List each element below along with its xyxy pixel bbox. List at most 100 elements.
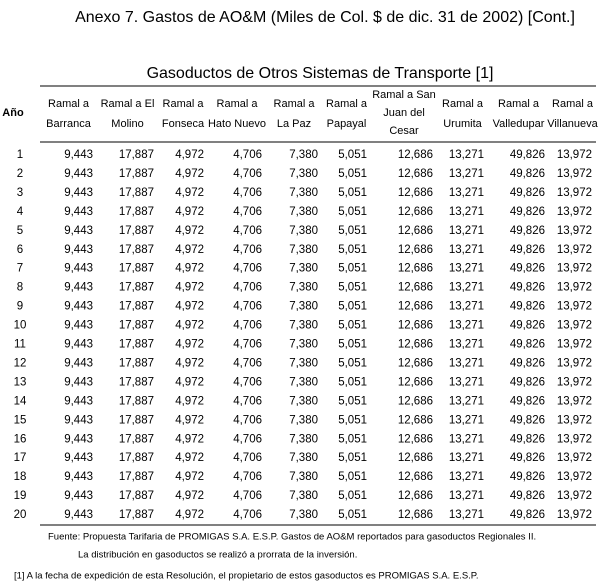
year-cell: 14 <box>14 395 27 407</box>
value-cell: 7,380 <box>289 301 318 313</box>
value-cell: 12,686 <box>398 433 433 445</box>
value-cell: 9,443 <box>64 339 93 351</box>
value-cell: 49,826 <box>510 471 545 483</box>
value-cell: 13,271 <box>449 244 484 256</box>
value-cell: 13,972 <box>557 490 592 502</box>
value-cell: 13,972 <box>557 395 592 407</box>
value-cell: 9,443 <box>64 282 93 294</box>
value-cell: 13,972 <box>557 320 592 332</box>
value-cell: 4,972 <box>175 357 204 369</box>
value-cell: 4,972 <box>175 395 204 407</box>
value-cell: 4,706 <box>233 414 262 426</box>
value-cell: 13,271 <box>449 471 484 483</box>
value-cell: 7,380 <box>289 149 318 161</box>
column-header: Ramal a <box>498 98 540 110</box>
value-cell: 4,972 <box>175 282 204 294</box>
value-cell: 49,826 <box>510 206 545 218</box>
year-cell: 5 <box>17 225 23 237</box>
value-cell: 4,972 <box>175 206 204 218</box>
value-cell: 7,380 <box>289 490 318 502</box>
value-cell: 13,271 <box>449 225 484 237</box>
value-cell: 17,887 <box>119 320 154 332</box>
value-cell: 5,051 <box>338 320 367 332</box>
value-cell: 7,380 <box>289 339 318 351</box>
value-cell: 4,706 <box>233 301 262 313</box>
value-cell: 13,271 <box>449 452 484 464</box>
value-cell: 49,826 <box>510 301 545 313</box>
value-cell: 12,686 <box>398 339 433 351</box>
value-cell: 7,380 <box>289 168 318 180</box>
year-cell: 11 <box>14 339 26 351</box>
value-cell: 4,706 <box>233 395 262 407</box>
value-cell: 12,686 <box>398 509 433 521</box>
value-cell: 49,826 <box>510 168 545 180</box>
value-cell: 4,972 <box>175 263 204 275</box>
value-cell: 49,826 <box>510 244 545 256</box>
value-cell: 17,887 <box>119 187 154 199</box>
value-cell: 9,443 <box>64 357 93 369</box>
value-cell: 4,706 <box>233 244 262 256</box>
value-cell: 4,972 <box>175 149 204 161</box>
value-cell: 12,686 <box>398 471 433 483</box>
value-cell: 13,972 <box>557 282 592 294</box>
column-header: Papayal <box>327 118 367 130</box>
value-cell: 49,826 <box>510 149 545 161</box>
value-cell: 17,887 <box>119 149 154 161</box>
value-cell: 49,826 <box>510 490 545 502</box>
value-cell: 13,972 <box>557 187 592 199</box>
value-cell: 5,051 <box>338 263 367 275</box>
value-cell: 5,051 <box>338 357 367 369</box>
value-cell: 9,443 <box>64 395 93 407</box>
value-cell: 4,972 <box>175 471 204 483</box>
column-header: Fonseca <box>162 118 205 130</box>
value-cell: 17,887 <box>119 168 154 180</box>
column-header: Ramal a El <box>101 98 155 110</box>
value-cell: 4,706 <box>233 187 262 199</box>
value-cell: 9,443 <box>64 376 93 388</box>
year-cell: 19 <box>14 490 27 502</box>
footnote: Fuente: Propuesta Tarifaria de PROMIGAS … <box>48 532 536 543</box>
column-header: Ramal a <box>217 98 259 110</box>
year-cell: 8 <box>17 282 23 294</box>
year-cell: 13 <box>14 376 27 388</box>
value-cell: 5,051 <box>338 187 367 199</box>
value-cell: 5,051 <box>338 225 367 237</box>
column-header: Ramal a <box>442 98 484 110</box>
value-cell: 12,686 <box>398 225 433 237</box>
value-cell: 12,686 <box>398 244 433 256</box>
column-header: Juan del <box>383 107 425 119</box>
value-cell: 5,051 <box>338 471 367 483</box>
value-cell: 4,706 <box>233 168 262 180</box>
value-cell: 12,686 <box>398 206 433 218</box>
column-header: Ramal a <box>274 98 316 110</box>
value-cell: 5,051 <box>338 244 367 256</box>
value-cell: 13,972 <box>557 149 592 161</box>
value-cell: 49,826 <box>510 263 545 275</box>
value-cell: 9,443 <box>64 244 93 256</box>
value-cell: 9,443 <box>64 263 93 275</box>
value-cell: 5,051 <box>338 376 367 388</box>
value-cell: 5,051 <box>338 339 367 351</box>
value-cell: 13,972 <box>557 509 592 521</box>
value-cell: 9,443 <box>64 225 93 237</box>
column-header: Barranca <box>46 118 92 130</box>
year-cell: 16 <box>14 433 27 445</box>
value-cell: 4,706 <box>233 509 262 521</box>
value-cell: 17,887 <box>119 490 154 502</box>
value-cell: 13,271 <box>449 414 484 426</box>
value-cell: 4,972 <box>175 509 204 521</box>
column-header: Hato Nuevo <box>208 118 266 130</box>
year-cell: 18 <box>14 471 27 483</box>
value-cell: 5,051 <box>338 301 367 313</box>
value-cell: 9,443 <box>64 206 93 218</box>
column-header: La Paz <box>277 118 311 130</box>
value-cell: 49,826 <box>510 433 545 445</box>
value-cell: 49,826 <box>510 509 545 521</box>
value-cell: 17,887 <box>119 301 154 313</box>
value-cell: 7,380 <box>289 263 318 275</box>
column-header: Valledupar <box>493 118 545 130</box>
value-cell: 17,887 <box>119 471 154 483</box>
value-cell: 13,271 <box>449 433 484 445</box>
value-cell: 5,051 <box>338 414 367 426</box>
value-cell: 4,706 <box>233 263 262 275</box>
